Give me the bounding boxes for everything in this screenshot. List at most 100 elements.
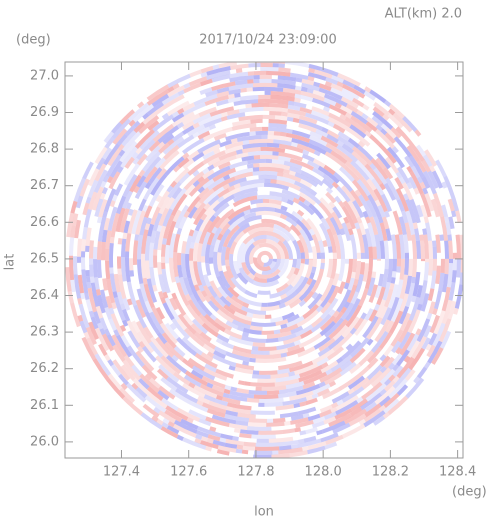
echo-cell [201,231,211,257]
echo-cell [126,298,133,306]
echo-cell [122,359,141,381]
echo-cell [252,170,278,176]
echo-cell [136,175,147,188]
echo-cell [279,445,292,451]
echo-cell [373,216,384,241]
echo-cell [265,314,272,319]
echo-cell [234,171,253,181]
echo-cell [203,203,211,211]
echo-cell [404,275,412,295]
echo-cell [142,106,164,125]
echo-cell [325,186,334,194]
echo-cell [327,285,340,304]
echo-cell [106,278,116,304]
echo-cell [148,184,165,207]
echo-cell [379,366,387,374]
echo-cell [324,81,332,87]
echo-cell [340,306,348,314]
echo-cell [70,279,76,293]
echo-cell [104,328,111,336]
echo-cell [332,324,349,341]
echo-cell [161,112,169,120]
echo-cell [117,166,124,174]
echo-cell [233,187,258,198]
echo-cell [198,187,210,199]
echo-cell [79,320,88,334]
echo-cell [247,272,256,280]
echo-cell [197,126,211,136]
echo-cell [339,228,346,236]
echo-cell [158,385,176,400]
echo-cell [144,300,153,314]
echo-cell [377,142,397,164]
echo-cell [309,258,314,260]
echo-cell [143,177,160,201]
echo-cell [365,199,378,218]
echo-cell [132,103,154,123]
echo-cell [446,263,453,288]
echo-cell [367,347,383,364]
echo-cell [268,126,293,134]
echo-cell [266,330,292,339]
echo-cell [206,438,214,444]
echo-cell [253,70,267,76]
echo-cell [223,271,236,290]
echo-cell [194,201,202,209]
echo-cell [287,313,300,323]
echo-cell [233,311,253,322]
echo-cell [225,410,238,417]
echo-cell [177,313,189,326]
echo-cell [182,102,206,117]
echo-cell [171,318,190,340]
echo-cell [207,194,220,206]
echo-cell [396,199,405,212]
echo-cell [365,383,387,402]
echo-cell [286,266,296,280]
echo-cell [192,180,200,188]
echo-cell [138,378,150,390]
echo-cell [404,155,415,168]
echo-cell [182,113,201,126]
echo-cell [124,124,136,137]
echo-cell [412,271,421,297]
echo-cell [269,348,289,355]
echo-cell [193,93,218,107]
echo-cell [73,274,82,299]
echo-cell [387,146,398,159]
echo-cell [194,230,203,244]
echo-cell [237,242,246,269]
echo-cell [162,302,175,321]
echo-cell [448,282,456,301]
echo-cell [440,216,449,241]
echo-cell [204,313,216,326]
echo-cell [258,94,271,99]
echo-cell [80,292,86,300]
echo-cell [259,166,284,173]
echo-cell [182,125,195,135]
echo-cell [94,327,110,352]
echo-cell [126,202,132,210]
echo-cell [392,375,400,383]
echo-cell [107,359,114,367]
echo-cell [266,421,285,427]
echo-cell [169,322,177,331]
echo-cell [173,165,181,173]
echo-cell [449,258,454,264]
echo-cell [408,155,425,179]
echo-cell [82,161,94,180]
echo-cell [347,200,360,219]
echo-cell [94,163,107,182]
echo-cell [238,114,263,122]
echo-cell [95,289,101,296]
echo-cell [225,265,234,279]
echo-cell [409,198,421,224]
echo-cell [225,438,244,446]
echo-cell [149,267,156,286]
echo-cell [332,422,351,434]
echo-cell [199,383,224,397]
echo-cell [144,223,151,231]
echo-cell [379,388,387,396]
echo-cell [384,132,396,144]
echo-cell [373,415,386,426]
echo-cell [167,86,175,93]
